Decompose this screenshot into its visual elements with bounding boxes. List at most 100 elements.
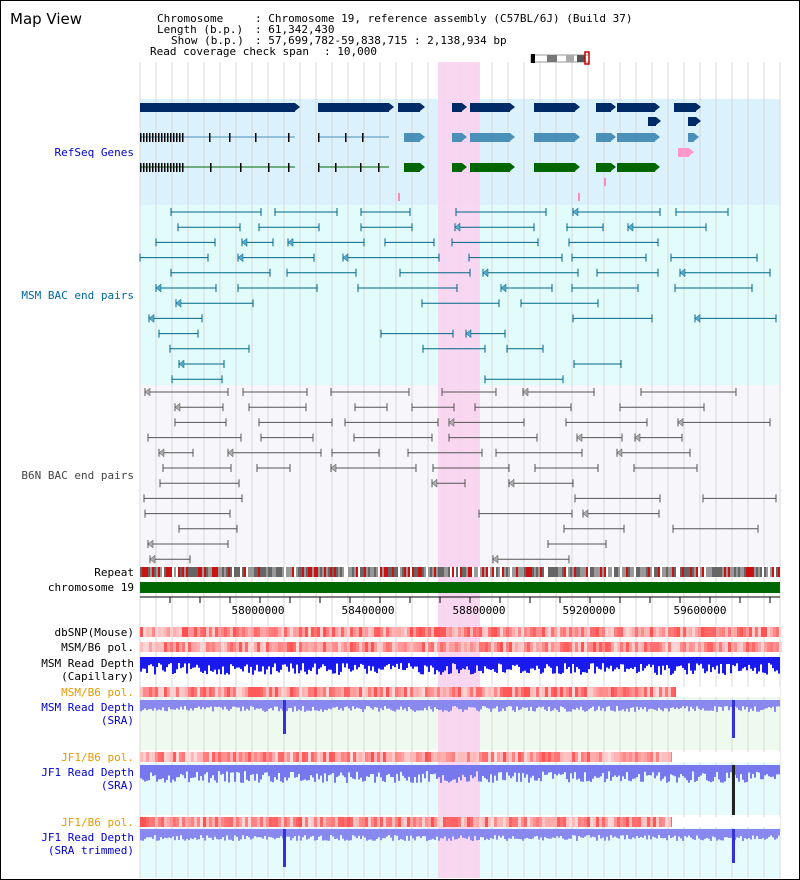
msm-depth-cap-bar [196, 657, 198, 665]
msm-b6-pol-cell [284, 642, 287, 652]
jf1-depth-sra-bar [358, 765, 360, 780]
repeat-segment [624, 567, 626, 577]
jf1-depth-trim-bar [248, 829, 250, 838]
jf1-b6-pol-cell [395, 752, 398, 762]
msm-b6-pol-2-cell [425, 687, 428, 697]
msm-b6-pol-cell [386, 642, 389, 652]
refseq-strand-arrow [575, 163, 580, 171]
msm-depth-cap-bar [690, 657, 692, 671]
jf1-b6-pol-cell [656, 752, 659, 762]
msm-b6-pol-2-cell [374, 687, 377, 697]
dbsnp-cell [485, 627, 488, 637]
msm-depth-sra-bar [242, 700, 244, 707]
repeat-segment [308, 567, 310, 577]
repeat-segment [204, 567, 206, 577]
msm-b6-pol-2-cell [620, 687, 623, 697]
msm-b6-pol-cell [233, 642, 236, 652]
msm-depth-sra-bar [766, 700, 768, 709]
msm-depth-sra-bar [444, 700, 446, 711]
repeat-segment [528, 567, 530, 577]
jf1-depth-trim-bar [348, 829, 350, 841]
jf1-b6-pol-cell [548, 752, 551, 762]
jf1-b6-pol-cell [224, 752, 227, 762]
jf1-b6-pol-cell [209, 752, 212, 762]
msm-b6-pol-2-cell [461, 687, 464, 697]
jf1-b6-pol-2-cell [413, 817, 416, 827]
jf1-b6-pol-cell [617, 752, 620, 762]
repeat-segment [284, 567, 286, 577]
msm-depth-cap-bar [610, 657, 612, 666]
repeat-segment [546, 567, 548, 577]
msm-b6-pol-cell [272, 642, 275, 652]
jf1-b6-pol-cell [500, 752, 503, 762]
refseq-exon [318, 133, 320, 142]
msm-depth-sra-bar [758, 700, 760, 712]
msm-depth-cap-bar [502, 657, 504, 673]
msm-depth-sra-bar [678, 700, 680, 710]
msm-depth-sra-bar [572, 700, 574, 709]
repeat-segment [640, 567, 642, 577]
jf1-depth-sra-bar [514, 765, 516, 773]
repeat-segment [674, 567, 676, 577]
msm-depth-cap-bar [706, 657, 708, 672]
jf1-b6-pol-cell [164, 752, 167, 762]
b6n-bac-pair-arrow [227, 448, 234, 458]
msm-depth-sra-bar [660, 700, 662, 710]
chromosome-label: Chromosome [157, 12, 224, 25]
jf1-b6-pol-cell [575, 752, 578, 762]
msm-depth-sra-bar [392, 700, 394, 711]
repeat-segment [188, 567, 190, 577]
jf1-b6-pol-cell [146, 752, 149, 762]
repeat-segment [590, 567, 592, 577]
jf1-depth-sra-bar [532, 765, 534, 776]
dbsnp-cell [167, 627, 170, 637]
refseq-exon [268, 163, 270, 172]
jf1-b6-pol-2-cell [428, 817, 431, 827]
msm-depth-sra-bar [410, 700, 412, 710]
msm-depth-cap-bar [640, 657, 642, 664]
msm-bac-pair-arrow [148, 313, 155, 323]
jf1-depth-trim-bar [464, 829, 466, 839]
repeat-segment [550, 567, 552, 577]
jf1-b6-pol-2-cell [380, 817, 383, 827]
msm-depth-sra-bar [636, 700, 638, 707]
jf1-depth-sra-bar [238, 765, 240, 773]
jf1-depth-sra-bar [634, 765, 636, 779]
dbsnp-cell [140, 627, 143, 637]
msm-b6-pol-2-cell [542, 687, 545, 697]
msm-b6-pol-cell [599, 642, 602, 652]
msm-depth-cap-bar [390, 657, 392, 670]
msm-depth-cap-bar [152, 657, 154, 667]
jf1-depth-trim-bar [438, 829, 440, 841]
jf1-depth-trim-bar [762, 829, 764, 839]
msm-b6-pol-2-cell [191, 687, 194, 697]
msm-depth-sra-bar [372, 700, 374, 710]
dbsnp-cell [545, 627, 548, 637]
jf1-depth-trim-bar [328, 829, 330, 841]
jf1-depth-sra-bar [340, 765, 342, 773]
jf1-depth-trim-bar [668, 829, 670, 836]
msm-b6-pol-2-cell [347, 687, 350, 697]
repeat-segment [158, 567, 160, 577]
jf1-b6-pol-2-cell [548, 817, 551, 827]
refseq-exon [164, 163, 166, 172]
jf1-depth-trim-bar [602, 829, 604, 838]
jf1-depth-trim-bar [170, 829, 172, 839]
refseq-strand-arrow [575, 133, 580, 141]
msm-b6-pol-2-cell [503, 687, 506, 697]
dbsnp-cell [227, 627, 230, 637]
jf1-depth-trim-bar [752, 829, 754, 836]
msm-depth-cap-bar [628, 657, 630, 670]
repeat-segment [302, 567, 304, 577]
msm-bac-pair-arrow [241, 237, 248, 247]
jf1-depth-sra-bar [506, 765, 508, 773]
jf1-depth-sra-bar [754, 765, 756, 778]
refseq-gene-block [617, 163, 655, 172]
jf1-depth-trim-bar [538, 829, 540, 840]
msm-b6-pol-2-cell [320, 687, 323, 697]
repeat-segment [478, 567, 480, 577]
dbsnp-cell [263, 627, 266, 637]
msm-b6-pol-2-cell [539, 687, 542, 697]
jf1-depth-sra-bar [534, 765, 536, 781]
